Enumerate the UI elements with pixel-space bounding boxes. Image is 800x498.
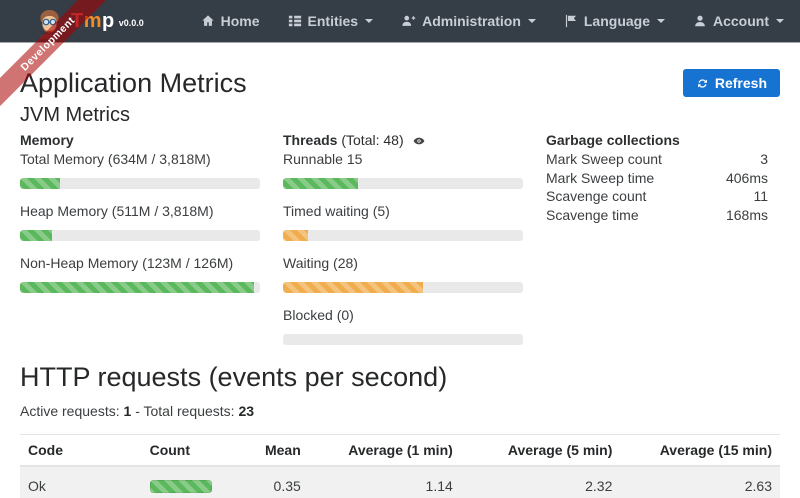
nav-item-administration[interactable]: Administration <box>401 13 536 29</box>
gc-value: 168ms <box>725 206 768 223</box>
mean-cell: 0.35 <box>273 478 301 494</box>
col-mean: Mean <box>247 434 309 467</box>
brand-name: Tmp <box>71 9 115 32</box>
navbar-menu: Home Entities Administration Language Ac… <box>201 13 784 29</box>
gc-row: Scavenge count 11 <box>546 188 768 204</box>
home-icon <box>201 15 214 26</box>
col-code: Code <box>20 434 142 467</box>
thread-metric: Runnable 15 <box>283 150 523 189</box>
jhipster-avatar-icon <box>40 10 59 39</box>
refresh-button[interactable]: Refresh <box>682 69 780 97</box>
memory-metric: Heap Memory (511M / 3,818M) <box>20 202 260 241</box>
count-progressbar <box>149 479 212 493</box>
nonheap-memory-progressbar <box>20 282 260 293</box>
list-icon <box>288 15 301 27</box>
heap-memory-progressbar <box>20 230 260 241</box>
jvm-metrics-title: JVM Metrics <box>20 104 130 126</box>
eye-icon[interactable] <box>412 135 426 147</box>
user-icon <box>695 15 705 27</box>
garbage-collections-column: Garbage collections Mark Sweep count 3 Ma… <box>546 131 780 358</box>
chevron-down-icon <box>657 19 665 23</box>
gc-value: 3 <box>760 151 768 167</box>
thread-metric: Waiting (28) <box>283 254 523 293</box>
waiting-progressbar <box>283 282 523 293</box>
col-avg-5min: Average (5 min) <box>460 434 621 467</box>
gc-header: Garbage collections <box>546 132 680 148</box>
col-avg-15min: Average (15 min) <box>620 434 780 467</box>
blocked-progressbar <box>283 334 523 345</box>
http-requests-title: HTTP requests (events per second) <box>20 362 448 392</box>
timed-waiting-progressbar <box>283 230 523 241</box>
thread-metric: Blocked (0) <box>283 306 523 345</box>
col-avg-1min: Average (1 min) <box>308 434 461 467</box>
total-memory-progressbar <box>20 178 260 189</box>
memory-header: Memory <box>20 132 74 148</box>
jvm-metrics-row: Memory Total Memory (634M / 3,818M) Heap… <box>20 131 780 358</box>
thread-metric: Timed waiting (5) <box>283 202 523 241</box>
gc-value: 406ms <box>725 169 768 186</box>
gc-value: 11 <box>753 188 768 204</box>
threads-header: Threads (Total: 48) <box>283 131 523 150</box>
http-requests-table: Code Count Mean Average (1 min) Average … <box>20 434 780 498</box>
brand-version: v0.0.0 <box>118 18 144 28</box>
nav-item-account[interactable]: Account <box>693 13 784 29</box>
avg-15min-cell: 2.63 <box>744 478 772 494</box>
memory-column: Memory Total Memory (634M / 3,818M) Heap… <box>20 131 260 358</box>
threads-column: Threads (Total: 48) Runnable 15 Timed wa… <box>283 131 523 358</box>
user-plus-icon <box>402 15 416 26</box>
active-requests-value: 1 <box>123 403 132 419</box>
count-cell <box>142 466 248 498</box>
col-count: Count <box>141 434 248 467</box>
table-header-row: Code Count Mean Average (1 min) Average … <box>20 434 780 467</box>
nav-item-language[interactable]: Language <box>564 13 665 29</box>
refresh-icon <box>697 78 707 88</box>
brand-logo[interactable]: Tmp v0.0.0 <box>36 3 144 39</box>
chevron-down-icon <box>776 19 784 23</box>
avg-5min-cell: 2.32 <box>585 478 613 494</box>
code-cell: Ok <box>28 478 46 494</box>
nav-item-entities[interactable]: Entities <box>288 13 374 29</box>
runnable-progressbar <box>283 178 523 189</box>
navbar: Tmp v0.0.0 Home Entities Administration … <box>0 0 800 42</box>
total-requests-value: 23 <box>238 403 255 419</box>
metrics-page: Application Metrics Refresh JVM Metrics … <box>0 42 800 498</box>
flag-icon <box>565 14 576 28</box>
nav-item-home[interactable]: Home <box>201 13 260 29</box>
memory-metric: Total Memory (634M / 3,818M) <box>20 150 260 189</box>
avg-1min-cell: 1.14 <box>425 478 453 494</box>
chevron-down-icon <box>365 19 374 23</box>
requests-summary: Active requests: 1 - Total requests: 23 <box>20 403 255 419</box>
memory-metric: Non-Heap Memory (123M / 126M) <box>20 254 260 293</box>
gc-row: Scavenge time 168ms <box>546 206 768 223</box>
gc-row: Mark Sweep time 406ms <box>546 169 768 186</box>
gc-row: Mark Sweep count 3 <box>546 151 768 167</box>
table-row: Ok 0.35 1.14 2.32 2.63 <box>20 466 780 498</box>
page-title: Application Metrics <box>20 68 247 98</box>
chevron-down-icon <box>527 19 536 23</box>
